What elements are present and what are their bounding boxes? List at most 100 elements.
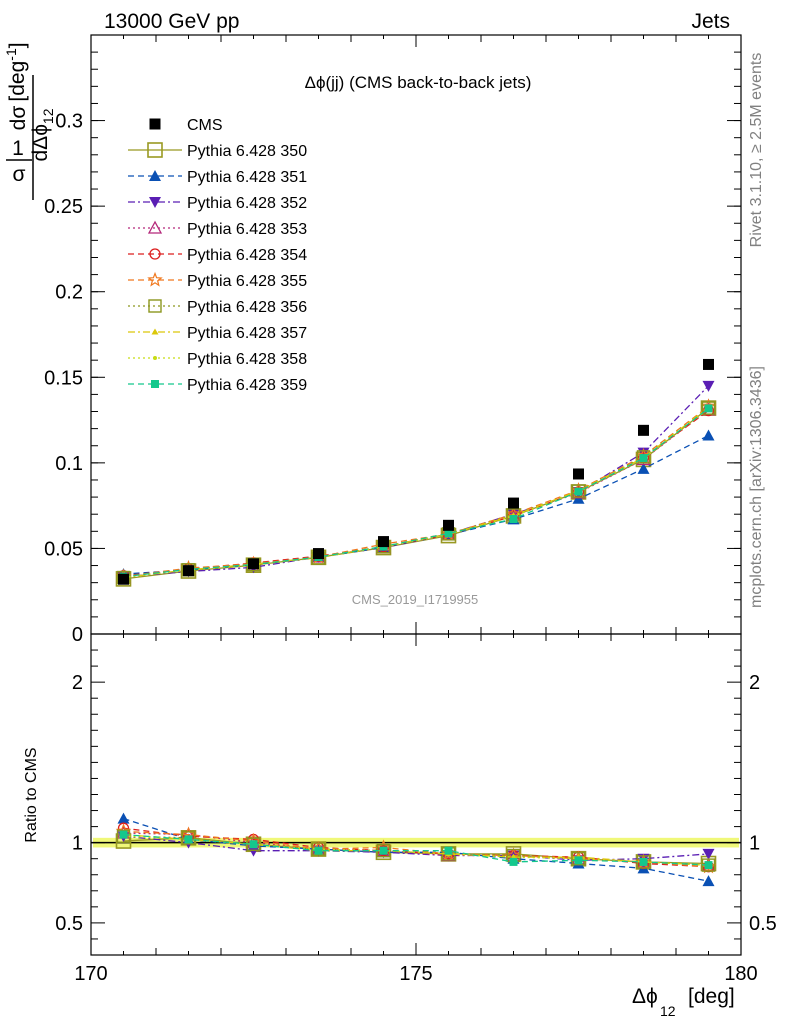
- ratio-line: [123, 827, 709, 868]
- y-tick-label: 0: [72, 624, 83, 646]
- series-line: [123, 407, 709, 578]
- ratio-point: [702, 848, 715, 860]
- ratio-line: [123, 833, 709, 866]
- y-tick-label-right: 1: [749, 833, 760, 855]
- data-point: [702, 429, 715, 441]
- y-tick-label-right: 0.5: [749, 913, 777, 935]
- ratio-y-axis-label: Ratio to CMS: [23, 747, 40, 842]
- series-cms: [118, 358, 714, 585]
- data-point: [639, 454, 648, 463]
- series-pythia-10: [119, 404, 713, 581]
- legend-label: Pythia 6.428 353: [187, 221, 307, 238]
- ratio-line: [123, 817, 709, 882]
- ratio-line: [123, 837, 709, 865]
- rivet-version-label: Rivet 3.1.10, ≥ 2.5M events: [748, 53, 765, 248]
- series-pythia-4: [116, 402, 716, 584]
- y-tick-label: 0.25: [44, 196, 83, 218]
- y-tick-label: 0.1: [55, 453, 83, 475]
- legend-marker: [149, 118, 161, 130]
- ratio-point: [444, 846, 453, 855]
- legend-label: Pythia 6.428 358: [187, 351, 307, 368]
- data-point: [509, 514, 518, 523]
- series-line: [123, 405, 709, 578]
- data-point: [118, 573, 129, 585]
- x-tick-label: 180: [724, 963, 757, 985]
- legend-marker: [153, 356, 157, 360]
- legend-label: Pythia 6.428 354: [187, 247, 307, 264]
- series-line: [123, 408, 709, 578]
- ratio-series-pythia-2: [117, 812, 715, 887]
- svg-text:dσ: dσ: [7, 106, 30, 131]
- data-point: [574, 487, 583, 496]
- ratio-series-pythia-4: [116, 825, 716, 871]
- legend-entry: Pythia 6.428 359: [128, 377, 307, 394]
- data-point: [704, 404, 713, 413]
- series-line: [123, 406, 709, 579]
- ratio-point: [117, 812, 130, 824]
- data-point: [637, 462, 650, 474]
- legend-marker: [151, 380, 159, 388]
- legend-entry: Pythia 6.428 356: [128, 299, 307, 316]
- legend: CMS Pythia 6.428 350 Pythia 6.428 351 Pythi…: [128, 117, 307, 394]
- legend-label: Pythia 6.428 359: [187, 377, 307, 394]
- legend-entry: Pythia 6.428 352: [128, 195, 307, 212]
- ratio-point: [119, 830, 128, 839]
- ratio-point: [181, 831, 196, 845]
- y-tick-label: 2: [72, 672, 83, 694]
- data-point: [573, 468, 584, 480]
- series-line: [123, 385, 709, 578]
- ratio-point: [379, 846, 388, 855]
- ratio-point: [509, 857, 518, 866]
- mcplots-label: mcplots.cern.ch [arXiv:1306.3436]: [748, 366, 765, 608]
- series-line: [123, 409, 709, 579]
- legend-entry: Pythia 6.428 351: [128, 169, 307, 186]
- data-point: [444, 529, 453, 538]
- y-tick-label: 0.15: [44, 367, 83, 389]
- svg-text:[deg-1]: [deg-1]: [3, 42, 29, 101]
- header-right: Jets: [691, 10, 730, 33]
- data-point: [313, 548, 324, 560]
- y-axis-label: 1 σ dσ dΔϕ12 [deg-1]: [3, 42, 56, 200]
- legend-label: Pythia 6.428 356: [187, 299, 307, 316]
- svg-text:σ: σ: [13, 163, 26, 186]
- legend-label: Pythia 6.428 355: [187, 273, 307, 290]
- svg-text:1: 1: [12, 137, 24, 160]
- legend-marker: [151, 328, 159, 335]
- ratio-point: [247, 845, 260, 857]
- ratio-point: [574, 856, 583, 865]
- y-tick-label-right: 2: [749, 672, 760, 694]
- legend-entry: Pythia 6.428 358: [128, 351, 307, 368]
- data-point: [636, 450, 651, 464]
- legend-label: Pythia 6.428 352: [187, 195, 307, 212]
- data-point: [443, 519, 454, 531]
- legend-entry: Pythia 6.428 355: [128, 271, 307, 290]
- legend-marker: [149, 170, 161, 181]
- y-tick-label: 0.2: [55, 282, 83, 304]
- legend-marker: [149, 197, 161, 208]
- x-axis-label: Δϕ 12 [deg]: [632, 985, 735, 1019]
- legend-marker: [147, 220, 163, 234]
- ratio-series-pythia-6: [115, 823, 717, 874]
- series-pythia-5: [117, 405, 715, 582]
- data-point: [248, 558, 259, 570]
- series-pythia-6: [115, 398, 717, 584]
- data-point: [183, 565, 194, 577]
- series-pythia-9: [121, 406, 711, 580]
- legend-marker: [147, 271, 163, 287]
- chart-title: Δϕ(jj) (CMS back-to-back jets): [305, 73, 532, 92]
- y-tick-label: 0.5: [55, 913, 83, 935]
- analysis-watermark: CMS_2019_I1719955: [352, 592, 479, 607]
- main-panel: 0 0.05 0.1 0.15 0.2 0.25 0.3: [44, 34, 742, 646]
- svg-text:[deg]: [deg]: [688, 985, 735, 1008]
- series-line: [123, 434, 709, 575]
- legend-label: Pythia 6.428 351: [187, 169, 307, 186]
- series-line: [123, 407, 709, 580]
- series-pythia-2: [117, 429, 715, 580]
- x-tick-label: 175: [399, 963, 432, 985]
- legend-entry: Pythia 6.428 350: [128, 142, 307, 160]
- ratio-point: [184, 835, 193, 844]
- ratio-point: [639, 857, 648, 866]
- header-left: 13000 GeV pp: [104, 10, 239, 33]
- data-point: [702, 380, 715, 392]
